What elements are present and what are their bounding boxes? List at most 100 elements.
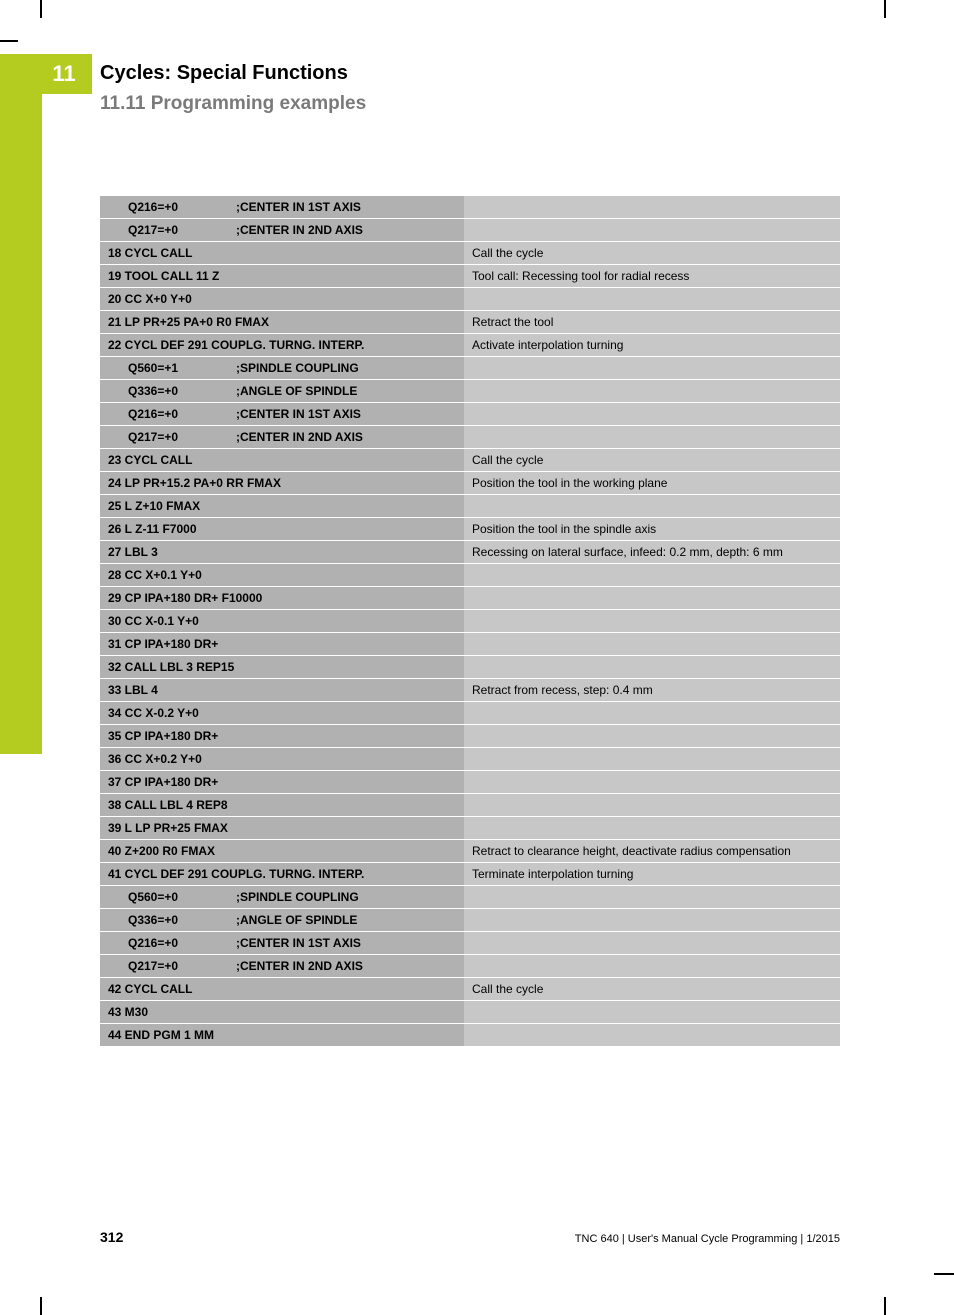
description-cell xyxy=(464,702,840,724)
table-row: 32 CALL LBL 3 REP15 xyxy=(100,656,840,679)
description-cell: Tool call: Recessing tool for radial rec… xyxy=(464,265,840,287)
table-row: 43 M30 xyxy=(100,1001,840,1024)
table-row: 18 CYCL CALLCall the cycle xyxy=(100,242,840,265)
table-row: 37 CP IPA+180 DR+ xyxy=(100,771,840,794)
table-row: 35 CP IPA+180 DR+ xyxy=(100,725,840,748)
code-cell: 34 CC X-0.2 Y+0 xyxy=(100,702,464,724)
param-comment: ;CENTER IN 1ST AXIS xyxy=(236,200,458,214)
description-cell: Retract to clearance height, deactivate … xyxy=(464,840,840,862)
code-cell: Q216=+0;CENTER IN 1ST AXIS xyxy=(100,196,464,218)
table-row: 19 TOOL CALL 11 ZTool call: Recessing to… xyxy=(100,265,840,288)
code-cell: 38 CALL LBL 4 REP8 xyxy=(100,794,464,816)
description-cell: Activate interpolation turning xyxy=(464,334,840,356)
param-name: Q216=+0 xyxy=(128,407,236,421)
description-cell xyxy=(464,656,840,678)
param-comment: ;ANGLE OF SPINDLE xyxy=(236,913,458,927)
code-cell: Q216=+0;CENTER IN 1ST AXIS xyxy=(100,932,464,954)
param-comment: ;CENTER IN 2ND AXIS xyxy=(236,430,458,444)
code-cell: 23 CYCL CALL xyxy=(100,449,464,471)
description-cell xyxy=(464,1001,840,1023)
description-cell xyxy=(464,403,840,425)
param-comment: ;ANGLE OF SPINDLE xyxy=(236,384,458,398)
param-name: Q216=+0 xyxy=(128,200,236,214)
table-row: Q217=+0;CENTER IN 2ND AXIS xyxy=(100,426,840,449)
program-table: Q216=+0;CENTER IN 1ST AXISQ217=+0;CENTER… xyxy=(100,196,840,1047)
description-cell xyxy=(464,886,840,908)
crop-mark xyxy=(40,1297,42,1315)
param-comment: ;CENTER IN 2ND AXIS xyxy=(236,223,458,237)
table-row: 44 END PGM 1 MM xyxy=(100,1024,840,1047)
table-row: 25 L Z+10 FMAX xyxy=(100,495,840,518)
param-comment: ;CENTER IN 1ST AXIS xyxy=(236,407,458,421)
table-row: 39 L LP PR+25 FMAX xyxy=(100,817,840,840)
param-name: Q336=+0 xyxy=(128,913,236,927)
description-cell: Position the tool in the spindle axis xyxy=(464,518,840,540)
table-row: Q560=+1;SPINDLE COUPLING xyxy=(100,357,840,380)
code-cell: 43 M30 xyxy=(100,1001,464,1023)
param-name: Q217=+0 xyxy=(128,430,236,444)
crop-mark xyxy=(884,1297,886,1315)
code-cell: Q336=+0;ANGLE OF SPINDLE xyxy=(100,380,464,402)
description-cell xyxy=(464,610,840,632)
side-accent-strip xyxy=(0,54,42,754)
param-comment: ;CENTER IN 2ND AXIS xyxy=(236,959,458,973)
code-cell: Q217=+0;CENTER IN 2ND AXIS xyxy=(100,219,464,241)
code-cell: 22 CYCL DEF 291 COUPLG. TURNG. INTERP. xyxy=(100,334,464,356)
description-cell: Retract the tool xyxy=(464,311,840,333)
code-cell: 44 END PGM 1 MM xyxy=(100,1024,464,1046)
description-cell xyxy=(464,196,840,218)
description-cell: Position the tool in the working plane xyxy=(464,472,840,494)
code-cell: 39 L LP PR+25 FMAX xyxy=(100,817,464,839)
code-cell: 29 CP IPA+180 DR+ F10000 xyxy=(100,587,464,609)
description-cell xyxy=(464,748,840,770)
param-name: Q217=+0 xyxy=(128,223,236,237)
code-cell: Q217=+0;CENTER IN 2ND AXIS xyxy=(100,426,464,448)
crop-mark xyxy=(0,40,18,42)
code-cell: 25 L Z+10 FMAX xyxy=(100,495,464,517)
crop-mark xyxy=(884,0,886,18)
crop-mark xyxy=(40,0,42,18)
table-row: 30 CC X-0.1 Y+0 xyxy=(100,610,840,633)
description-cell xyxy=(464,725,840,747)
code-cell: 18 CYCL CALL xyxy=(100,242,464,264)
param-name: Q336=+0 xyxy=(128,384,236,398)
description-cell xyxy=(464,817,840,839)
param-name: Q560=+0 xyxy=(128,890,236,904)
table-row: 22 CYCL DEF 291 COUPLG. TURNG. INTERP.Ac… xyxy=(100,334,840,357)
code-cell: Q216=+0;CENTER IN 1ST AXIS xyxy=(100,403,464,425)
param-name: Q560=+1 xyxy=(128,361,236,375)
chapter-title: Cycles: Special Functions xyxy=(100,62,366,85)
code-cell: 19 TOOL CALL 11 Z xyxy=(100,265,464,287)
code-cell: 37 CP IPA+180 DR+ xyxy=(100,771,464,793)
param-comment: ;SPINDLE COUPLING xyxy=(236,890,458,904)
description-cell xyxy=(464,380,840,402)
code-cell: 32 CALL LBL 3 REP15 xyxy=(100,656,464,678)
table-row: 41 CYCL DEF 291 COUPLG. TURNG. INTERP.Te… xyxy=(100,863,840,886)
description-cell xyxy=(464,357,840,379)
page-header: Cycles: Special Functions 11.11 Programm… xyxy=(100,62,366,115)
param-name: Q216=+0 xyxy=(128,936,236,950)
param-comment: ;CENTER IN 1ST AXIS xyxy=(236,936,458,950)
description-cell xyxy=(464,955,840,977)
description-cell: Retract from recess, step: 0.4 mm xyxy=(464,679,840,701)
code-cell: 30 CC X-0.1 Y+0 xyxy=(100,610,464,632)
code-cell: 28 CC X+0.1 Y+0 xyxy=(100,564,464,586)
section-title: 11.11 Programming examples xyxy=(100,93,366,115)
table-row: Q217=+0;CENTER IN 2ND AXIS xyxy=(100,219,840,242)
description-cell xyxy=(464,426,840,448)
code-cell: Q560=+0;SPINDLE COUPLING xyxy=(100,886,464,908)
table-row: 33 LBL 4Retract from recess, step: 0.4 m… xyxy=(100,679,840,702)
table-row: 42 CYCL CALLCall the cycle xyxy=(100,978,840,1001)
table-row: 21 LP PR+25 PA+0 R0 FMAXRetract the tool xyxy=(100,311,840,334)
table-row: 40 Z+200 R0 FMAXRetract to clearance hei… xyxy=(100,840,840,863)
param-name: Q217=+0 xyxy=(128,959,236,973)
param-comment: ;SPINDLE COUPLING xyxy=(236,361,458,375)
description-cell xyxy=(464,564,840,586)
table-row: 20 CC X+0 Y+0 xyxy=(100,288,840,311)
table-row: 29 CP IPA+180 DR+ F10000 xyxy=(100,587,840,610)
description-cell xyxy=(464,495,840,517)
description-cell xyxy=(464,633,840,655)
footer-text: TNC 640 | User's Manual Cycle Programmin… xyxy=(575,1233,840,1245)
description-cell xyxy=(464,932,840,954)
table-row: 28 CC X+0.1 Y+0 xyxy=(100,564,840,587)
